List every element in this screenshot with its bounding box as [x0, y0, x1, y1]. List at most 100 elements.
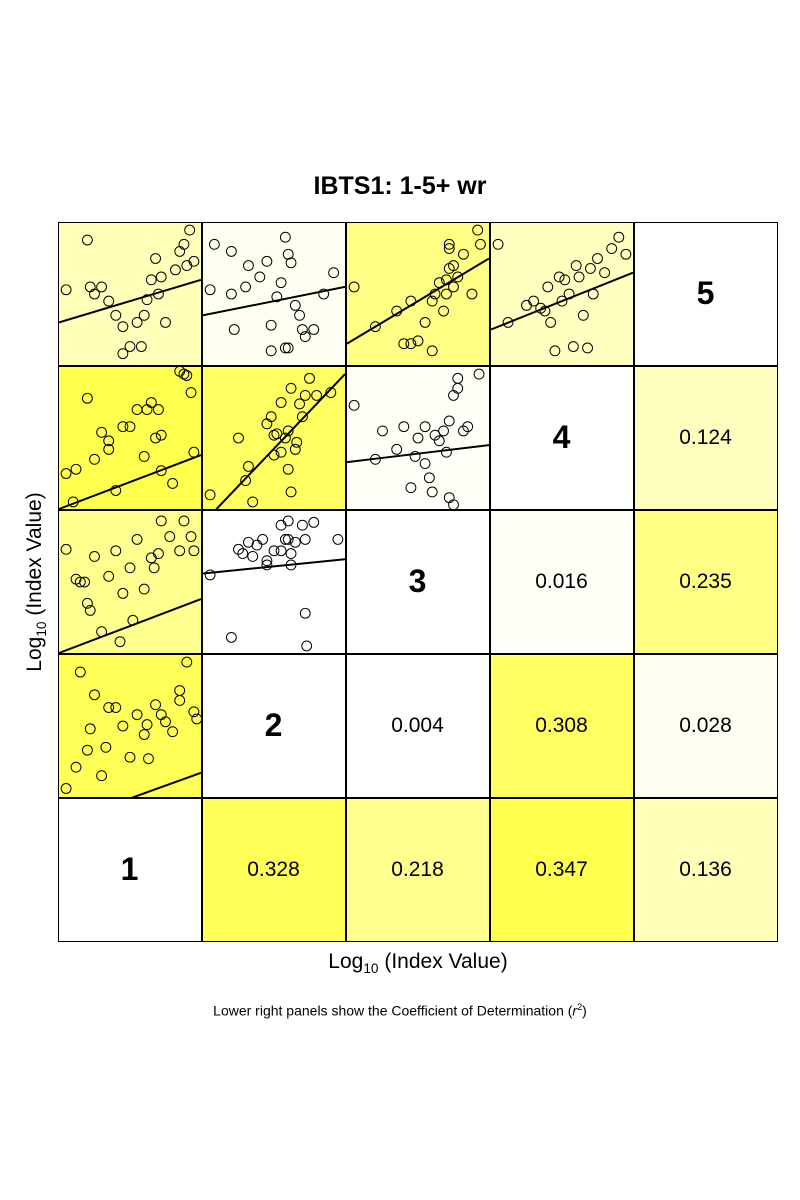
data-point — [310, 389, 322, 401]
data-point — [296, 519, 308, 531]
data-point — [520, 299, 532, 311]
data-point — [124, 751, 135, 763]
data-point — [541, 280, 553, 292]
data-point — [299, 389, 311, 401]
data-point — [138, 583, 150, 595]
data-point — [109, 309, 121, 321]
data-point — [285, 547, 296, 559]
data-point — [285, 559, 296, 570]
data-point — [236, 547, 248, 559]
data-point — [78, 576, 90, 587]
data-point — [553, 271, 565, 282]
data-point — [149, 698, 161, 710]
data-point — [440, 446, 452, 458]
data-point — [124, 561, 135, 573]
data-point — [409, 450, 421, 462]
regression-line — [346, 443, 489, 463]
data-point — [265, 410, 277, 422]
data-point — [289, 536, 301, 548]
scatter-plot — [60, 656, 201, 797]
data-point — [299, 607, 311, 619]
data-point — [303, 372, 315, 384]
data-point — [155, 464, 167, 476]
data-point — [253, 271, 265, 282]
data-point — [492, 238, 504, 250]
data-point — [204, 568, 216, 580]
r2-panel-1-3: 0.218 — [345, 797, 490, 942]
data-point — [159, 316, 171, 328]
data-point — [239, 474, 251, 486]
data-point — [102, 434, 114, 446]
r2-value: 0.136 — [679, 857, 732, 881]
data-point — [204, 488, 216, 500]
data-point — [548, 344, 560, 356]
data-point — [246, 495, 258, 507]
data-point — [471, 224, 483, 236]
footnote: Lower right panels show the Coefficient … — [0, 1002, 800, 1019]
data-point — [74, 576, 86, 587]
scatter-panel-3-5 — [345, 221, 490, 366]
diagonal-panel-1: 1 — [57, 797, 202, 942]
data-point — [369, 453, 381, 465]
data-point — [282, 463, 294, 475]
data-point — [412, 334, 423, 346]
data-point — [461, 420, 473, 432]
data-point — [81, 392, 93, 404]
data-point — [173, 544, 185, 556]
data-point — [451, 382, 463, 394]
scatter-plot — [202, 515, 345, 651]
data-point — [275, 276, 287, 288]
scatter-panel-4-5 — [489, 221, 634, 366]
data-point — [447, 389, 459, 401]
data-point — [285, 486, 296, 497]
data-point — [208, 238, 220, 250]
data-point — [556, 295, 567, 307]
scatter-plot — [202, 231, 345, 356]
data-point — [285, 382, 296, 394]
scatter-plot — [204, 372, 345, 509]
footnote-close: ) — [582, 1002, 587, 1019]
data-point — [605, 242, 617, 254]
r2-panel-1-2: 0.328 — [201, 797, 346, 942]
r2-value: 0.004 — [391, 713, 444, 737]
data-point — [142, 752, 154, 764]
regression-line — [214, 372, 345, 509]
data-point — [591, 252, 603, 264]
diagonal-panel-4: 4 — [489, 365, 634, 510]
data-point — [225, 631, 237, 643]
data-point — [466, 288, 477, 299]
scatter-panel-3-4 — [345, 365, 490, 510]
data-point — [109, 701, 121, 713]
data-point — [527, 295, 539, 307]
data-point — [275, 544, 287, 556]
data-point — [225, 245, 237, 257]
data-point — [474, 238, 486, 250]
data-point — [563, 288, 575, 299]
variable-label: 3 — [408, 563, 427, 599]
data-point — [116, 420, 128, 432]
data-point — [166, 725, 178, 737]
data-point — [473, 368, 484, 380]
data-point — [300, 639, 312, 651]
data-point — [296, 410, 308, 422]
scatter-panel-1-3 — [57, 509, 202, 654]
data-point — [279, 533, 291, 545]
scatter-plot — [346, 224, 489, 356]
data-point — [348, 399, 360, 411]
data-point — [619, 248, 631, 260]
data-point — [282, 342, 294, 353]
regression-line — [490, 271, 633, 330]
data-point — [148, 561, 160, 573]
data-point — [447, 498, 459, 509]
data-point — [573, 271, 584, 282]
data-point — [70, 463, 81, 475]
data-point — [282, 515, 294, 526]
data-point — [598, 266, 610, 278]
data-point — [187, 446, 199, 458]
data-point — [155, 271, 167, 282]
footnote-symbol: r — [572, 1002, 578, 1019]
data-point — [185, 530, 196, 542]
data-point — [60, 543, 72, 555]
data-point — [404, 295, 416, 307]
data-point — [275, 519, 287, 531]
